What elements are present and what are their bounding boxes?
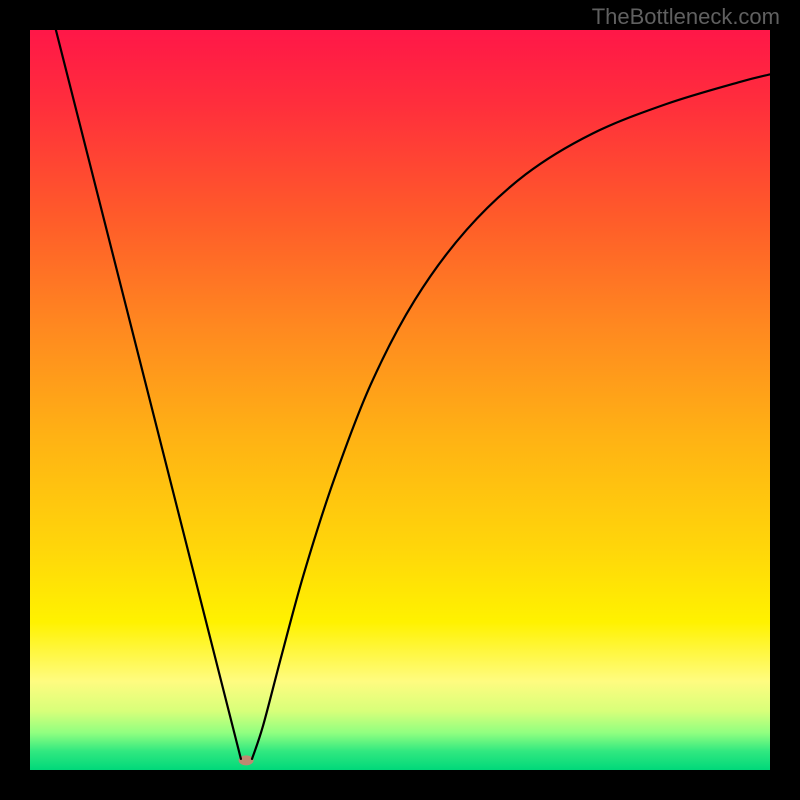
gradient-background bbox=[30, 30, 770, 770]
chart-container: TheBottleneck.com bbox=[0, 0, 800, 800]
plot-area bbox=[30, 30, 770, 770]
attribution-text: TheBottleneck.com bbox=[592, 4, 780, 30]
plot-svg bbox=[30, 30, 770, 770]
